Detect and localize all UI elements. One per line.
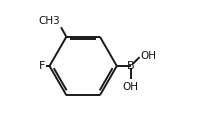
- Text: OH: OH: [141, 51, 157, 62]
- Text: B: B: [127, 61, 134, 71]
- Text: CH3: CH3: [38, 16, 60, 26]
- Text: F: F: [39, 61, 46, 71]
- Text: OH: OH: [123, 82, 139, 92]
